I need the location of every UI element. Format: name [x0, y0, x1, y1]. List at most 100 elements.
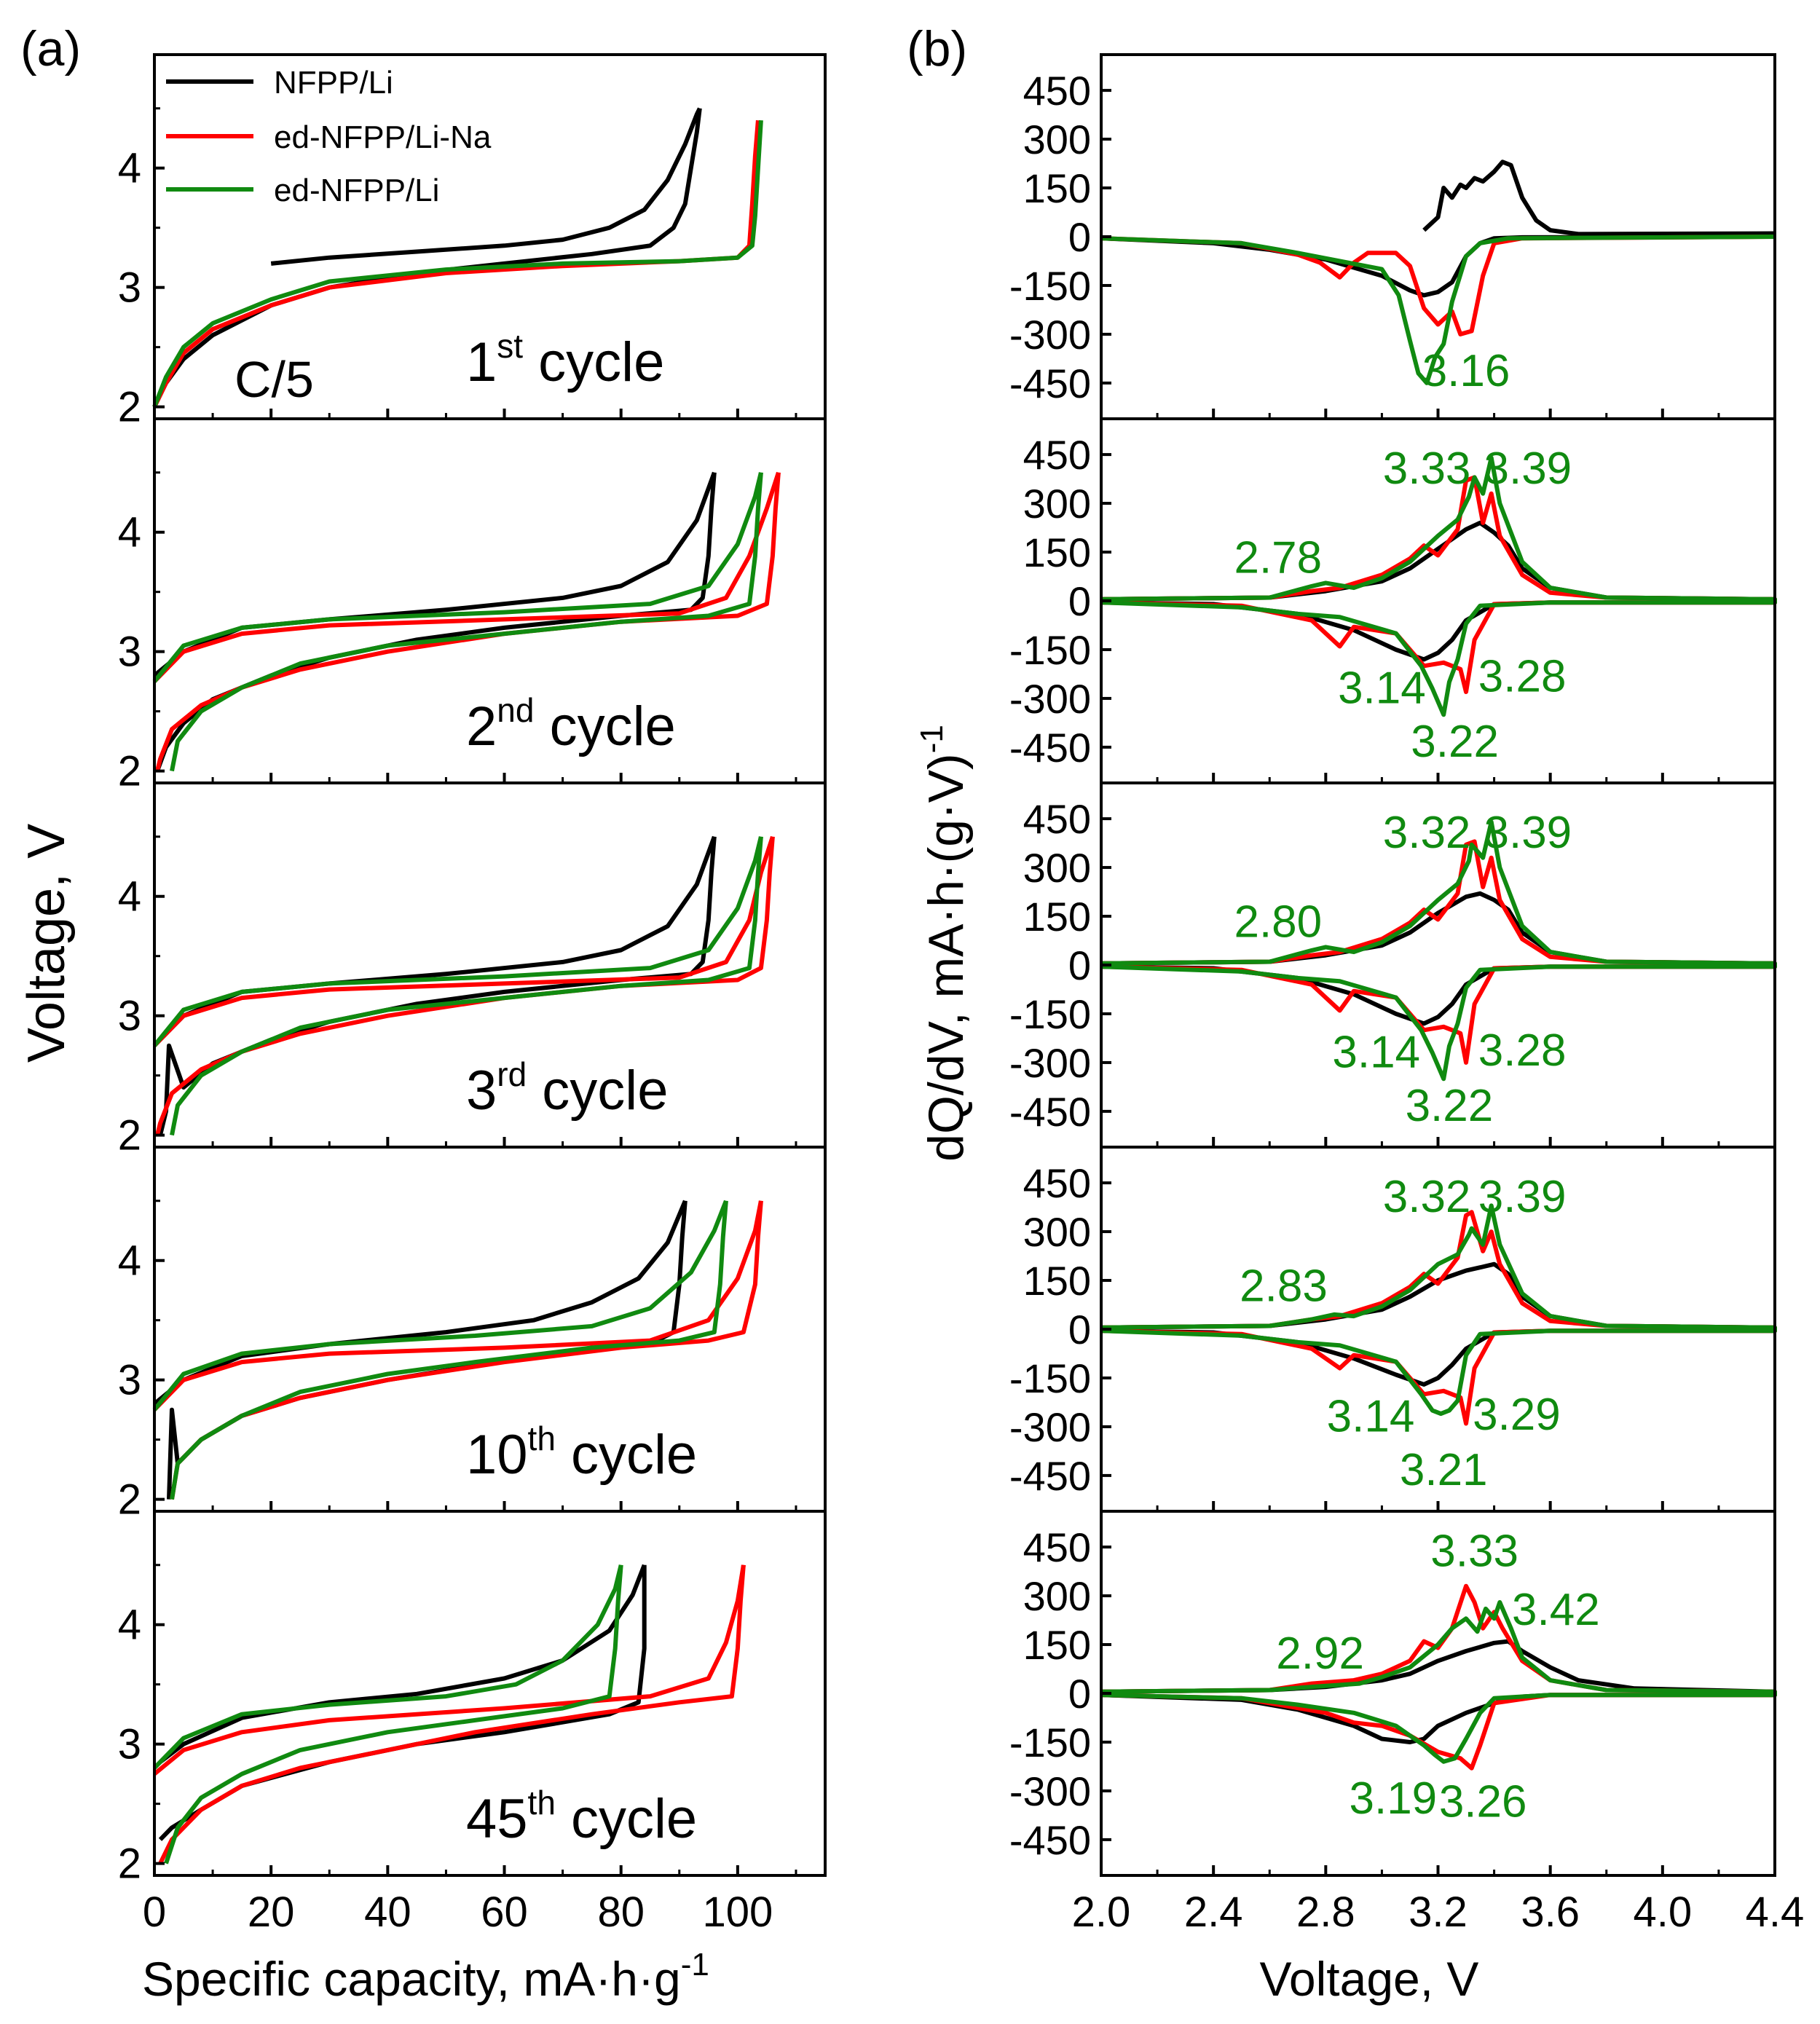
y-tick-label-a: 3	[118, 1721, 141, 1768]
legend-label-nfpp-li: NFPP/Li	[274, 65, 393, 101]
x-tick-label-a: 100	[702, 1889, 773, 1936]
cycle-suffix: rd	[497, 1055, 527, 1093]
dqdv-curve-ed-nfpp-li-1	[1100, 235, 1776, 385]
y-tick-label-a: 4	[118, 509, 141, 556]
legend: NFPP/Li ed-NFPP/Li-Na ed-NFPP/Li	[166, 65, 492, 208]
y-tick-label-a: 4	[118, 873, 141, 921]
curve-ed-nfpp-li-discharge-45	[164, 1564, 623, 1864]
y-tick-label-b: 150	[1023, 894, 1091, 940]
y-tick-label-b: -450	[1009, 725, 1091, 771]
peak-annotation: 3.39	[1484, 444, 1572, 494]
peak-annotation: 2.92	[1276, 1629, 1364, 1679]
x-tick-label-b: 3.2	[1409, 1889, 1468, 1936]
curve-nfpp-li-charge-3	[152, 835, 717, 1047]
cycle-label-1: 1st cycle	[466, 327, 664, 393]
cycle-suffix: th	[528, 1784, 556, 1822]
y-tick-label-b: -150	[1009, 1720, 1091, 1765]
y-tick-label-b: 0	[1068, 578, 1091, 624]
y-tick-label-b: 300	[1023, 117, 1091, 162]
y-tick-label-b: -300	[1009, 676, 1091, 722]
panel-label-a: (a)	[20, 21, 81, 76]
x-tick-label-a: 80	[597, 1889, 645, 1936]
cycle-suffix: st	[497, 327, 523, 365]
peak-annotation: 3.14	[1327, 1391, 1415, 1441]
dqdv-curve-ed-nfpp-li-na-2	[1100, 475, 1777, 694]
curve-ed-nfpp-li-na-charge-10	[152, 1200, 763, 1411]
curve-ed-nfpp-li-discharge-1	[152, 120, 763, 408]
curve-ed-nfpp-li-discharge-2	[170, 472, 763, 772]
dqdv-curve-ed-nfpp-li-5	[1100, 1600, 1777, 1764]
y-tick-label-b: 0	[1068, 942, 1091, 988]
curve-ed-nfpp-li-charge-10	[152, 1200, 728, 1411]
y-tick-label-b: -150	[1009, 263, 1091, 309]
legend-label-ed-nfpp-li-na: ed-NFPP/Li-Na	[274, 119, 492, 155]
curve-ed-nfpp-li-charge-3	[152, 836, 763, 1047]
curve-ed-nfpp-li-na-charge-3	[152, 835, 775, 1047]
y-tick-label-a: 3	[118, 629, 141, 676]
subplot-a-1: 2 3 4 1st cycle	[118, 53, 827, 431]
y-tick-label-a: 4	[118, 1237, 141, 1285]
curve-ed-nfpp-li-na-discharge-45	[158, 1564, 746, 1864]
curve-ed-nfpp-li-na-discharge-3	[155, 836, 775, 1136]
curve-ed-nfpp-li-charge-45	[152, 1564, 623, 1770]
y-tick-label-b: 150	[1023, 1622, 1091, 1668]
cycle-label-45: 45th cycle	[466, 1784, 697, 1850]
x-tick-label-a: 60	[481, 1889, 528, 1936]
peak-annotation: 3.16	[1422, 346, 1510, 396]
peak-annotation: 3.32	[1383, 808, 1471, 858]
peak-annotation: 3.22	[1411, 717, 1499, 767]
x-tick-label-b: 3.6	[1521, 1889, 1580, 1936]
curve-nfpp-li-discharge-3	[158, 836, 717, 1136]
y-tick-label-a: 4	[118, 1602, 141, 1649]
curve-ed-nfpp-li-discharge-3	[170, 836, 763, 1136]
frame-a-5	[153, 1510, 827, 1877]
curve-ed-nfpp-li-na-discharge-2	[155, 472, 781, 772]
y-tick-label-b: 150	[1023, 529, 1091, 575]
y-tick-label-b: -450	[1009, 361, 1091, 406]
peak-annotation: 3.19	[1349, 1773, 1437, 1824]
peak-annotation: 3.32	[1383, 1172, 1471, 1222]
curve-ed-nfpp-li-na-discharge-1	[152, 119, 760, 408]
y-tick-label-b: 450	[1023, 1160, 1091, 1206]
y-tick-label-b: 450	[1023, 68, 1091, 114]
y-tick-label-a: 3	[118, 264, 141, 312]
dqdv-curve-ed-nfpp-li-na-5	[1100, 1583, 1777, 1771]
y-tick-label-a: 2	[118, 1112, 141, 1159]
y-tick-label-b: 0	[1068, 214, 1091, 260]
peak-annotation: 3.21	[1400, 1445, 1488, 1495]
dqdv-curve-nfpp-li-1	[1100, 235, 1776, 298]
y-axis-title-b: dQ/dV, mA·h·(g·V)-1	[914, 725, 974, 1162]
curve-nfpp-li-discharge-2	[155, 472, 717, 772]
cycle-word: cycle	[523, 331, 664, 393]
peak-annotation: 3.14	[1332, 1027, 1420, 1077]
curve-nfpp-li-charge-10	[153, 1200, 688, 1406]
subplot-a-4: 2 3 4 10th cycle	[118, 1146, 827, 1524]
y-tick-label-a: 2	[118, 384, 141, 431]
cycle-word: cycle	[556, 1424, 697, 1486]
peak-annotation: 3.14	[1338, 663, 1426, 713]
peak-annotation: 2.78	[1234, 533, 1322, 583]
y-tick-label-b: -300	[1009, 1040, 1091, 1086]
x-tick-label-a: 40	[364, 1889, 411, 1936]
y-tick-label-a: 4	[118, 145, 141, 192]
y-tick-label-b: -150	[1009, 1355, 1091, 1401]
dqdv-curve-nfpp-li-charge-1	[1422, 160, 1776, 237]
y-tick-label-b: 450	[1023, 796, 1091, 842]
x-tick-label-b: 2.8	[1296, 1889, 1355, 1936]
x-tick-label-b: 4.0	[1634, 1889, 1693, 1936]
y-tick-label-b: -300	[1009, 312, 1091, 358]
panel-label-b: (b)	[907, 21, 967, 76]
cycle-label-2: 2nd cycle	[466, 691, 676, 757]
rate-label: C/5	[235, 351, 314, 408]
dqdv-curve-ed-nfpp-li-3	[1100, 819, 1777, 1082]
y-tick-label-a: 2	[118, 748, 141, 795]
y-axis-title-a: Voltage, V	[17, 824, 76, 1063]
peak-annotation: 3.39	[1478, 1172, 1567, 1222]
x-tick-label-b: 2.4	[1184, 1889, 1243, 1936]
subplot-a-2: 2 3 4 2nd cycle	[118, 417, 827, 795]
peak-annotation: 3.42	[1512, 1585, 1600, 1635]
